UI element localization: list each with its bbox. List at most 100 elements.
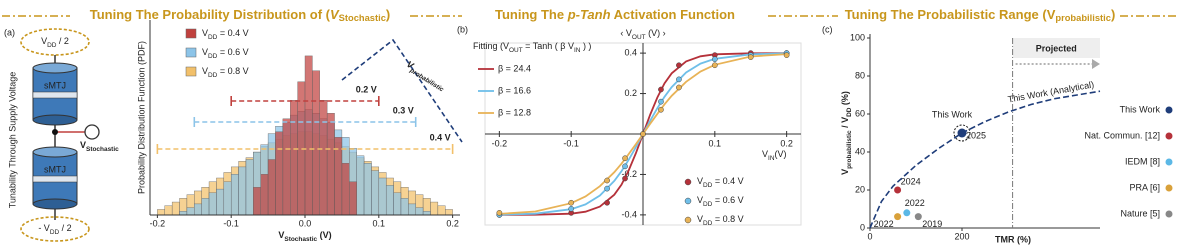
panel-header: Tuning The p-Tanh Activation Function xyxy=(495,7,735,22)
legend-label-part: V xyxy=(697,176,703,186)
data-point xyxy=(622,155,628,162)
legend-label-part: DD xyxy=(208,53,218,60)
panel-header: Tuning The Probability Distribution of (… xyxy=(90,7,391,23)
x-tick-label: 0.0 xyxy=(299,218,312,228)
legend-label: VDD = 0.4 V xyxy=(202,28,249,40)
histogram-bar xyxy=(326,113,335,216)
y-axis-label-part: ‹ V xyxy=(620,28,632,38)
panel-header-part: ) xyxy=(1111,7,1115,22)
projected-band xyxy=(1012,38,1100,58)
legend-marker xyxy=(1165,210,1173,218)
data-point xyxy=(622,175,628,182)
legend-marker xyxy=(684,197,692,205)
x-axis-label: TMR (%) xyxy=(995,234,1031,244)
histogram-bar xyxy=(393,192,402,216)
panel-header-part: Tuning The xyxy=(495,7,568,22)
data-point xyxy=(676,62,682,69)
data-point xyxy=(894,213,902,221)
fit-label: β = 16.6 xyxy=(498,85,531,95)
legend-label-part: V xyxy=(202,66,208,76)
terminal-label-part: / 2 xyxy=(59,223,72,233)
fit-title-part: IN xyxy=(574,47,581,54)
histogram-bar xyxy=(319,100,328,216)
histogram-bar xyxy=(408,203,416,216)
data-point xyxy=(496,210,503,216)
terminal-label-part: DD xyxy=(50,229,60,236)
range-annotation-part: V xyxy=(405,59,416,71)
histogram-bar xyxy=(164,205,173,216)
output-terminal xyxy=(84,124,100,140)
histogram-bar xyxy=(194,203,202,216)
legend-label: VDD = 0.6 V xyxy=(697,195,744,207)
y-axis-label: ‹ VOUT (V) › xyxy=(620,28,665,40)
legend-marker xyxy=(684,178,692,186)
x-axis-label-part: (V) xyxy=(774,149,786,159)
data-point xyxy=(604,177,610,184)
histogram-bar xyxy=(445,209,453,216)
x-axis-label: VStochastic (V) xyxy=(278,230,331,242)
fit-label: β = 24.4 xyxy=(498,63,531,73)
range-label: 0.3 V xyxy=(393,105,414,115)
histogram-bar xyxy=(201,198,210,216)
range-label: 0.4 V xyxy=(430,132,451,142)
barrier xyxy=(32,175,78,183)
histogram-bar xyxy=(378,177,387,216)
node-label: VStochastic xyxy=(80,140,119,152)
terminal-label-part: - V xyxy=(38,223,50,233)
legend-label-part: V xyxy=(697,195,703,205)
legend-label-part: DD xyxy=(208,72,218,79)
cylinder-top xyxy=(32,146,78,158)
histogram-bar xyxy=(267,159,276,216)
legend-label: IEDM [8] xyxy=(1125,156,1160,166)
x-tick-label: 0.1 xyxy=(373,218,386,228)
panel-header: Tuning The Probabilistic Range (Vprobabi… xyxy=(845,7,1116,23)
terminal-label-part: / 2 xyxy=(56,36,69,46)
histogram-bar xyxy=(253,187,261,216)
projected-label: Projected xyxy=(1036,43,1077,53)
data-point xyxy=(783,52,790,58)
legend-marker xyxy=(1165,158,1173,166)
device-label: sMTJ xyxy=(44,80,66,90)
panel-label: (c) xyxy=(822,24,833,34)
y-tick-label: 0.4 xyxy=(624,47,637,57)
y-axis-label-part: (V) › xyxy=(646,28,666,38)
histogram-bar xyxy=(157,209,165,216)
legend-label-part: DD xyxy=(208,34,218,41)
y-tick-label: 0 xyxy=(860,222,865,232)
x-axis-label-part: IN xyxy=(768,155,775,162)
data-point xyxy=(622,163,628,170)
x-tick-label: -0.2 xyxy=(150,218,166,228)
x-axis-label-part: Stochastic xyxy=(284,236,317,243)
y-axis-label: Vprobabilistic / VDD (%) xyxy=(840,91,852,175)
y-tick-label: 100 xyxy=(850,32,865,42)
y-axis-label-part: V xyxy=(840,169,850,175)
y-axis-label: Probability Distribution Function (PDF) xyxy=(136,41,146,194)
data-point xyxy=(604,199,610,206)
terminal-label-part: V xyxy=(41,36,47,46)
panel-label: (a) xyxy=(4,27,15,37)
data-point xyxy=(658,106,664,113)
legend-label-part: DD xyxy=(703,220,713,227)
terminal-label-part: DD xyxy=(47,42,57,49)
y-tick-label: -0.2 xyxy=(621,169,637,179)
y-tick-label: 80 xyxy=(855,70,865,80)
legend-label-part: = 0.4 V xyxy=(217,28,248,38)
histogram-bar xyxy=(400,198,409,216)
legend-label-part: DD xyxy=(703,201,713,208)
terminal-label: VDD / 2 xyxy=(41,36,69,48)
panel-label: (b) xyxy=(457,24,468,34)
barrier xyxy=(32,91,78,99)
legend-swatch xyxy=(185,66,197,77)
fit-title-part: = Tanh ( β V xyxy=(523,41,574,51)
x-tick-label: 200 xyxy=(954,231,969,241)
legend-label: Nature [5] xyxy=(1120,208,1160,218)
terminal-oval xyxy=(20,216,90,242)
point-annotation: 2024 xyxy=(901,176,921,186)
data-point xyxy=(914,213,922,221)
legend-label-part: = 0.6 V xyxy=(712,195,743,205)
curve-label: This Work (Analytical) xyxy=(1007,79,1095,104)
cylinder-bottom xyxy=(32,114,78,126)
legend-swatch xyxy=(185,28,197,39)
data-point xyxy=(711,56,718,63)
legend-label-part: = 0.4 V xyxy=(712,176,743,186)
